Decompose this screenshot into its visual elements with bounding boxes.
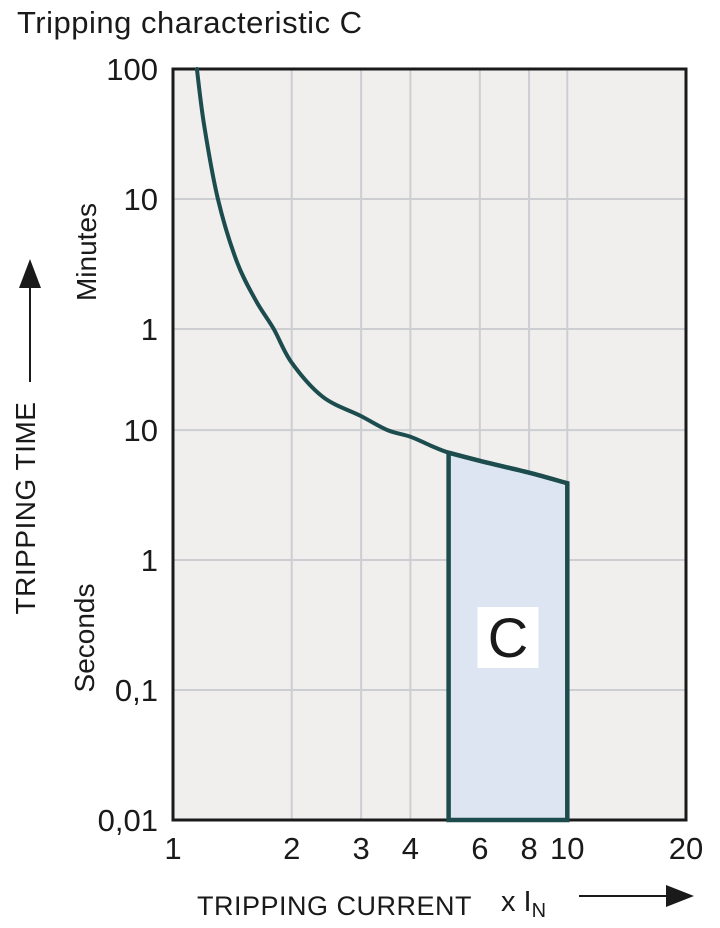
y-tick-label: 1 — [141, 543, 158, 578]
x-tick-label: 8 — [520, 831, 537, 866]
y-unit-minutes: Minutes — [71, 202, 102, 302]
x-unit-label: x IN — [501, 886, 546, 923]
x-tick-label: 3 — [353, 831, 370, 866]
x-tick-label: 6 — [471, 831, 488, 866]
x-unit-subscript: N — [531, 900, 547, 922]
x-tick-label: 2 — [283, 831, 300, 866]
y-axis-title: TRIPPING TIME — [10, 401, 41, 615]
y-tick-label: 0,01 — [98, 803, 158, 838]
y-tick-label: 10 — [124, 182, 158, 217]
band-label-box — [477, 607, 539, 668]
y-tick-label: 0,1 — [115, 673, 158, 708]
x-tick-label: 20 — [669, 831, 703, 866]
band-label: C — [488, 606, 528, 669]
page-title: Tripping characteristic C — [17, 5, 363, 40]
x-tick-label: 10 — [550, 831, 584, 866]
x-unit-prefix: x I — [501, 886, 532, 918]
x-tick-label: 1 — [164, 831, 181, 866]
y-tick-label: 10 — [124, 413, 158, 448]
y-tick-label: 100 — [106, 52, 158, 87]
y-unit-seconds: Seconds — [69, 583, 100, 693]
y-tick-label: 1 — [141, 312, 158, 347]
tripping-curve — [194, 67, 570, 486]
right-arrow-icon — [579, 885, 694, 907]
x-axis-title: TRIPPING CURRENT — [197, 891, 473, 921]
up-arrow-icon — [19, 259, 41, 382]
plot-frame — [171, 67, 688, 822]
x-tick-label: 4 — [402, 831, 419, 866]
